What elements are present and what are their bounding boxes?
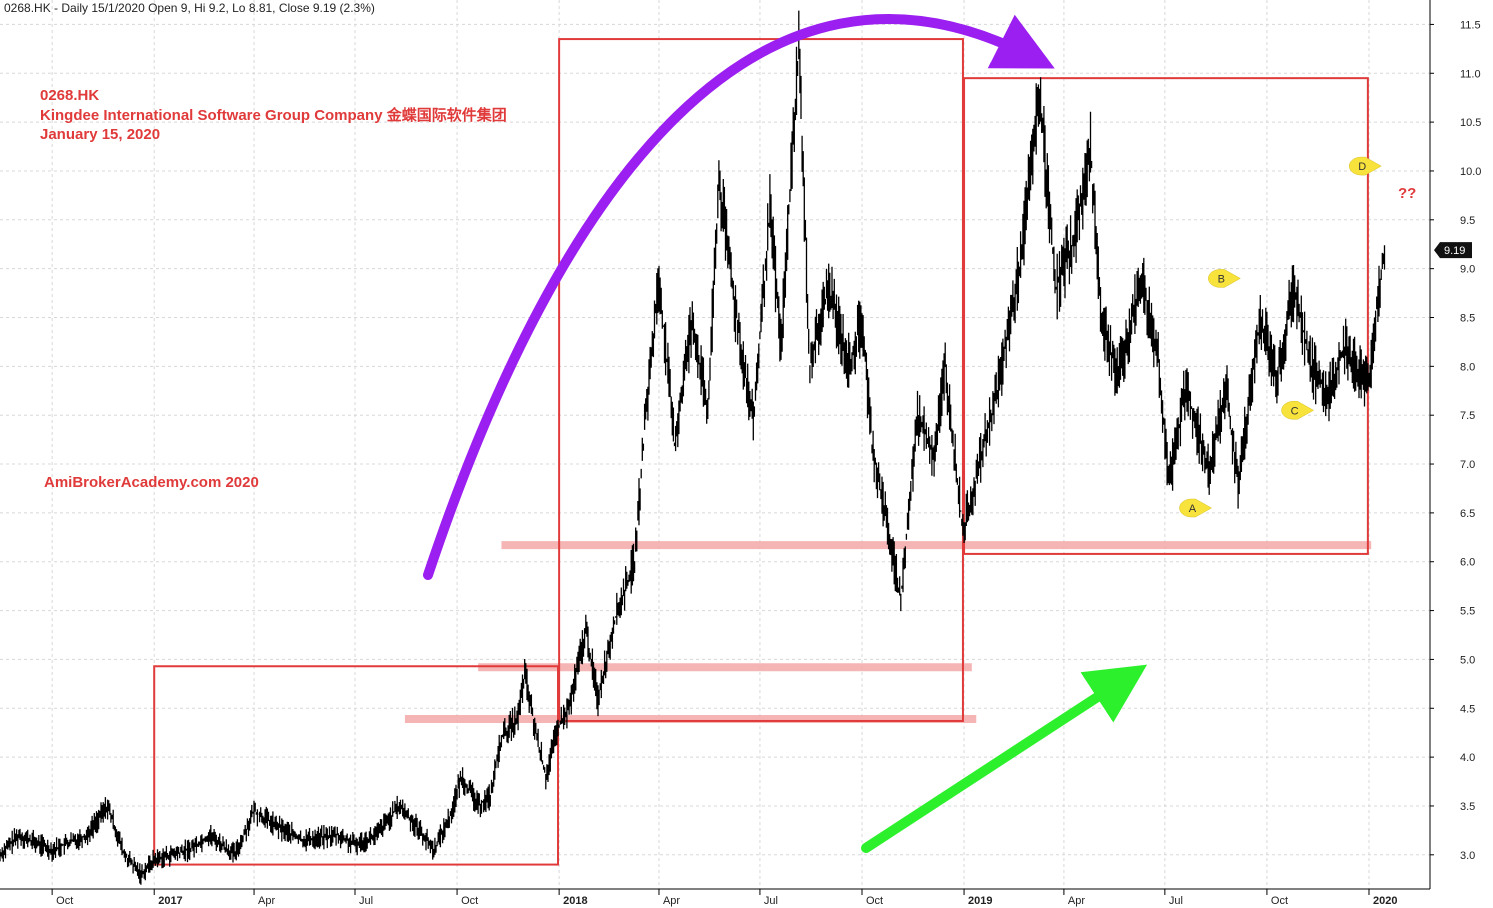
price-series [0,10,1386,885]
y-tick-label: 9.0 [1460,264,1475,276]
x-tick-label: 2019 [968,895,992,907]
callout-label: A [1189,503,1197,515]
x-tick-label: Apr [663,895,680,907]
callout-shape [1281,401,1315,420]
x-tick-label: Oct [56,895,73,907]
x-tick-label: 2020 [1373,895,1397,907]
y-tick-label: 11.0 [1460,68,1481,80]
y-tick-label: 6.5 [1460,508,1475,520]
y-tick-label: 10.5 [1460,117,1481,129]
callout-label: B [1218,273,1225,285]
chart-header: 0268.HK - Daily 15/1/2020 Open 9, Hi 9.2… [4,1,375,15]
y-tick-label: 4.5 [1460,703,1475,715]
y-axis-ticks: 3.0 3.5 4.0 4.5 5.0 5.5 6.0 6.5 7.0 7.5 8.0 8.5 9.0 9… [1430,19,1481,862]
x-axis-ticks: Oct 2017 Apr Jul Oct 2018 Apr Jul Oct 2019 Apr Jul O… [51,889,1397,907]
x-tick-label: Jul [359,895,373,907]
y-tick-label: 8.0 [1460,361,1475,373]
x-tick-label: Jul [1169,895,1183,907]
y-tick-label: 5.5 [1460,606,1475,618]
annotation-date: January 15, 2020 [40,126,160,143]
y-tick-label: 7.5 [1460,410,1475,422]
x-tick-label: 2017 [158,895,182,907]
range-box [153,665,560,866]
y-tick-label: 5.0 [1460,654,1475,666]
last-price-tag: 9.19 [1434,242,1472,259]
y-tick-label: 9.5 [1460,215,1475,227]
callouts: A B C D [1179,156,1382,518]
support-band [501,541,1372,550]
x-tick-label: 2018 [563,895,587,907]
price-tag-shape [1434,242,1472,259]
x-tick-label: Apr [258,895,275,907]
price-bars [0,10,1386,885]
callout-shape [1208,269,1241,288]
y-tick-label: 6.0 [1460,557,1475,569]
y-tick-label: 3.5 [1460,801,1475,813]
range-box [558,38,964,722]
question-marks: ?? [1398,185,1416,202]
y-tick-label: 3.0 [1460,850,1475,862]
callout-b: B [1208,269,1241,288]
support-band [478,663,972,672]
price-tag-value: 9.19 [1444,245,1465,257]
annotation-company: Kingdee International Software Group Com… [40,106,507,124]
callout-label: C [1291,405,1299,417]
callout-shape [1179,498,1212,518]
green-up-arrow-icon [861,664,1148,853]
support-bands [404,541,1372,724]
x-tick-label: Oct [866,895,883,907]
x-tick-label: Apr [1068,895,1085,907]
annotation-ticker: 0268.HK [40,87,99,104]
y-tick-label: 7.0 [1460,459,1475,471]
x-tick-label: Jul [764,895,778,907]
callout-c: C [1281,401,1315,420]
range-box [963,77,1369,555]
x-tick-label: Oct [1271,895,1288,907]
callout-d: D [1348,156,1382,176]
watermark-text: AmiBrokerAcademy.com 2020 [44,474,259,491]
range-boxes [153,38,1369,866]
y-tick-label: 10.0 [1460,166,1481,178]
support-band [404,715,977,724]
purple-arc-arrow-icon [423,13,1055,580]
y-tick-label: 11.5 [1460,19,1481,31]
callout-a: A [1179,498,1212,518]
callout-shape [1348,156,1382,176]
callout-label: D [1358,161,1366,173]
x-tick-label: Oct [461,895,478,907]
y-tick-label: 4.0 [1460,752,1475,764]
y-tick-label: 8.5 [1460,313,1475,325]
